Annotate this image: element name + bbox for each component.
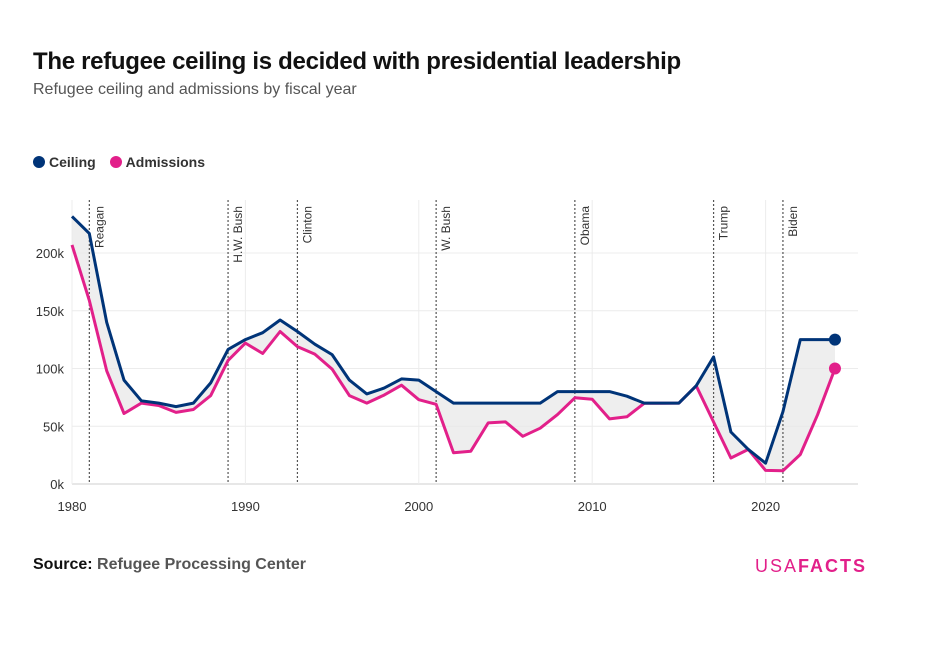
chart-subtitle: Refugee ceiling and admissions by fiscal…: [33, 81, 357, 98]
y-tick-label: 100k: [36, 362, 65, 377]
chart-title: The refugee ceiling is decided with pres…: [33, 48, 681, 75]
x-tick-label: 1980: [58, 499, 87, 514]
x-tick-label: 2000: [404, 499, 433, 514]
president-label: Trump: [717, 206, 731, 241]
x-tick-label: 2010: [578, 499, 607, 514]
x-tick-label: 1990: [231, 499, 260, 514]
source-note: Source: Refugee Processing Center: [33, 556, 306, 574]
president-label: H.W. Bush: [231, 206, 245, 263]
legend-item-admissions: Admissions: [109, 154, 206, 170]
gap-area: [72, 216, 835, 471]
legend-swatch-ceiling: [33, 156, 45, 168]
admissions-line: [70, 244, 837, 473]
admissions-line-end-point: [828, 362, 841, 375]
chart-legend: Ceiling Admissions: [33, 154, 205, 170]
president-label: Clinton: [300, 206, 314, 243]
usafacts-logo: USAFACTS: [755, 556, 867, 577]
brand-bold: FACTS: [798, 556, 868, 576]
legend-swatch-admissions: [109, 156, 122, 168]
source-value: Refugee Processing Center: [97, 556, 306, 573]
source-label: Source:: [33, 556, 93, 573]
legend-label-admissions: Admissions: [125, 154, 206, 170]
y-tick-label: 200k: [36, 246, 65, 261]
y-tick-label: 150k: [36, 304, 65, 319]
brand-light: USA: [755, 556, 799, 576]
president-label: Biden: [786, 206, 800, 237]
x-tick-label: 2020: [751, 499, 780, 514]
y-tick-label: 50k: [43, 419, 64, 434]
ceiling-line: [70, 215, 835, 465]
president-label: Obama: [578, 206, 592, 246]
y-tick-label: 0k: [50, 477, 64, 492]
president-label: Reagan: [92, 206, 106, 248]
legend-item-ceiling: Ceiling: [33, 154, 96, 170]
president-label: W. Bush: [439, 206, 453, 251]
ceiling-line-end-point: [828, 333, 841, 346]
legend-label-ceiling: Ceiling: [49, 154, 96, 170]
